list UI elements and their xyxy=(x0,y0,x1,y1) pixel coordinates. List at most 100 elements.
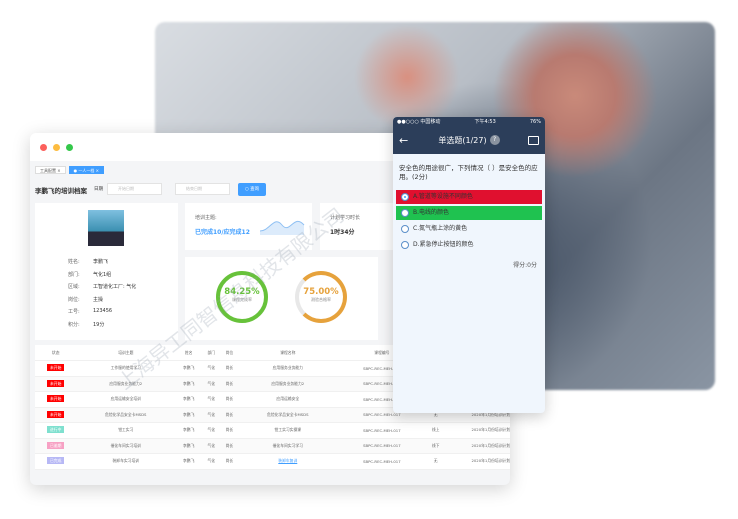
status-bar: ●●○○○ 中国移动 下午4:53 76% xyxy=(393,117,545,126)
column-header[interactable]: 课程名称 xyxy=(238,345,338,361)
table-cell: 李鹏飞 xyxy=(175,376,203,392)
table-cell: 李鹏飞 xyxy=(175,360,203,377)
table-row[interactable]: 已完成 装卸车实习培训 李鹏飞 气化 岗长 装卸车复训 SBPC-REC-MEH-017 无 2… xyxy=(35,453,510,470)
radio-icon[interactable] xyxy=(401,193,409,201)
status-badge: 未开始 xyxy=(47,379,65,387)
profile-field: 区域: 工智道化工厂: 气化 xyxy=(68,283,136,290)
avatar xyxy=(88,210,124,246)
table-cell: 危险化学品安全卡MSDS xyxy=(238,407,338,423)
column-header[interactable]: 姓名 xyxy=(175,345,203,361)
question-title: 单选题(1/27) xyxy=(438,135,487,145)
table-cell: 应用运输安全培训 xyxy=(76,391,176,408)
column-header[interactable]: 状态 xyxy=(35,345,77,361)
table-row[interactable]: 进行中 钳工实习 李鹏飞 气化 岗长 钳工实习实操课 SBPC-REC-MEH-017 线上 2… xyxy=(35,422,510,439)
status-badge: 进行中 xyxy=(47,426,65,434)
carrier: ●●○○○ 中国移动 xyxy=(397,119,441,125)
radio-icon[interactable] xyxy=(401,209,409,217)
tab-label: 工具配置 xyxy=(40,168,56,173)
completion-ring: 84.25% 课程完成率 xyxy=(216,271,268,323)
pass-label: 测验合格率 xyxy=(311,297,331,302)
column-header[interactable]: 培训主题 xyxy=(76,345,176,361)
maximize-dot[interactable] xyxy=(66,143,73,151)
option-label: A.管道等设施不同颜色 xyxy=(413,193,473,200)
table-cell: 李鹏飞 xyxy=(175,438,203,454)
field-key: 积分: xyxy=(68,321,80,328)
table-cell: 岗长 xyxy=(220,453,239,470)
table-cell: 线下 xyxy=(426,438,445,454)
table-cell: 气化 xyxy=(202,376,221,392)
field-key: 部门: xyxy=(68,271,80,278)
option-label: D.紧急停止按钮的颜色 xyxy=(413,241,474,248)
table-cell: 无 xyxy=(426,453,445,470)
table-cell: 应用运输安全 xyxy=(238,391,338,408)
field-key: 工号: xyxy=(68,309,80,315)
query-button[interactable]: ○ 查询 xyxy=(238,183,266,196)
table-cell: 催化车间实习培训 xyxy=(76,438,176,454)
study-value: 1时34分 xyxy=(330,229,355,236)
table-cell: 李鹏飞 xyxy=(175,453,203,470)
stats-card: 84.25% 课程完成率 75.00% 测验合格率 xyxy=(185,257,378,340)
table-cell: SBPC-REC-MEH-017 xyxy=(337,438,427,454)
answer-option[interactable]: B.电线的颜色 xyxy=(396,206,542,220)
page-title: 李鹏飞的培训档案 xyxy=(35,187,87,195)
sparkline xyxy=(260,220,305,235)
table-cell: SBPC-REC-MEH-017 xyxy=(337,422,427,439)
tab-label: 一人一档 xyxy=(78,168,95,173)
table-cell: 岗长 xyxy=(220,438,239,454)
table-row[interactable]: 已逾期 催化车间实习培训 李鹏飞 气化 岗长 催化车间实习学习 SBPC-REC-MEH-0… xyxy=(35,438,510,454)
field-key: 区域: xyxy=(68,284,80,290)
tab-tools[interactable]: 工具配置 × xyxy=(35,166,66,174)
help-icon[interactable]: ? xyxy=(489,135,500,145)
back-arrow-icon[interactable]: ← xyxy=(399,133,409,147)
radio-icon[interactable] xyxy=(401,225,409,233)
table-cell: 装卸车复训 xyxy=(238,453,338,470)
column-header[interactable]: 部门 xyxy=(202,345,221,361)
table-cell: 李鹏飞 xyxy=(175,407,203,423)
pass-ring: 75.00% 测验合格率 xyxy=(295,271,347,323)
close-dot[interactable] xyxy=(40,143,47,151)
nav-bar: ← 单选题(1/27) ? xyxy=(393,126,545,154)
radio-icon[interactable] xyxy=(401,241,409,249)
start-date-input[interactable]: 开始日期 xyxy=(107,183,162,195)
table-cell: 工作服的使用学习 xyxy=(76,360,176,377)
field-value: 123456 xyxy=(93,308,113,314)
end-date-input[interactable]: 结束日期 xyxy=(175,183,230,195)
score: 得分:0分 xyxy=(513,262,537,269)
table-cell: 钳工实习 xyxy=(76,422,176,439)
field-value: 气化1组 xyxy=(93,271,112,278)
status-badge: 未开始 xyxy=(47,410,65,418)
profile-field: 岗位: 主操 xyxy=(68,296,136,303)
status-badge: 未开始 xyxy=(47,364,65,372)
answer-option[interactable]: D.紧急停止按钮的颜色 xyxy=(396,238,542,252)
answer-option[interactable]: A.管道等设施不同颜色 xyxy=(396,190,542,204)
clock: 下午4:53 xyxy=(474,119,496,125)
profile-card: 姓名: 李鹏飞部门: 气化1组区域: 工智道化工厂: 气化岗位: 主操工号: 123456… xyxy=(35,203,178,340)
date-label: 日期 xyxy=(94,187,103,192)
table-cell: 危险化学品安全卡MSDS xyxy=(76,407,176,423)
profile-field: 姓名: 李鹏飞 xyxy=(68,258,136,265)
topic-value: 已完成10/应完成12 xyxy=(195,229,250,236)
table-cell: 钳工实习实操课 xyxy=(238,422,338,439)
table-cell: 2020年1月份培训计划 xyxy=(444,453,510,470)
table-cell: 线上 xyxy=(426,422,445,439)
field-value: 工智道化工厂: 气化 xyxy=(93,284,137,290)
status-badge: 未开始 xyxy=(47,395,65,403)
query-label: 查询 xyxy=(250,187,260,192)
table-cell: 应用服务业务能力2 xyxy=(76,376,176,392)
field-key: 姓名: xyxy=(68,259,80,265)
status-badge: 已逾期 xyxy=(47,441,65,449)
profile-field: 工号: 123456 xyxy=(68,308,136,315)
tab-archive[interactable]: ● 一人一档 × xyxy=(68,166,105,174)
table-cell: 李鹏飞 xyxy=(175,391,203,408)
completion-label: 课程完成率 xyxy=(232,297,252,302)
question-text: 安全色的用途很广，下列情况（ ）是安全色的应用。(2分) xyxy=(399,164,538,181)
answer-card-icon[interactable] xyxy=(528,135,539,145)
table-cell: 岗长 xyxy=(220,407,239,423)
field-value: 李鹏飞 xyxy=(93,259,109,265)
answer-option[interactable]: C.氮气瓶上涂的黄色 xyxy=(396,222,542,236)
column-header[interactable]: 岗位 xyxy=(220,345,239,361)
minimize-dot[interactable] xyxy=(53,143,60,151)
option-label: B.电线的颜色 xyxy=(413,209,450,216)
table-cell: 气化 xyxy=(202,438,221,454)
completion-value: 84.25% xyxy=(224,287,260,297)
